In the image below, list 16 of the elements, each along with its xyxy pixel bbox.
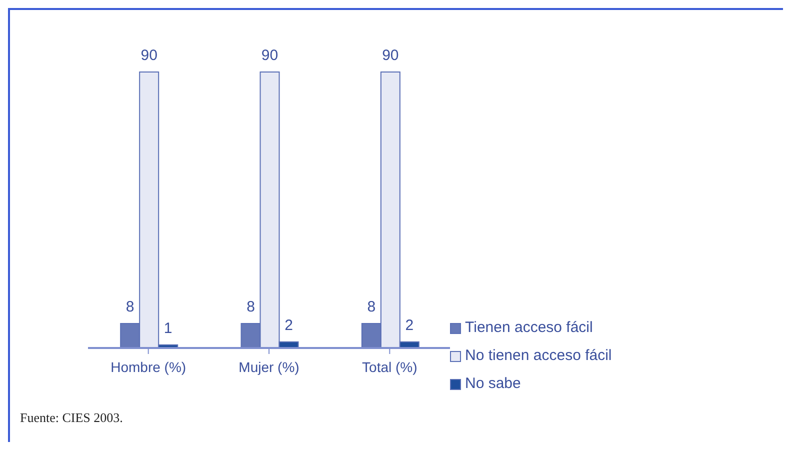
data-label: 8 (246, 298, 255, 316)
source-note: Fuente: CIES 2003. (20, 410, 123, 426)
data-label: 90 (140, 47, 158, 64)
x-tick-label: Hombre (%) (110, 358, 186, 375)
data-label: 90 (382, 47, 399, 64)
data-label: 1 (164, 320, 172, 337)
data-label: 8 (126, 298, 134, 316)
legend-label: Tienen acceso fácil (465, 318, 593, 338)
data-label: 2 (284, 316, 293, 334)
data-label: 2 (405, 316, 414, 334)
x-tick-label: Total (%) (362, 358, 418, 375)
x-tick-label: Mujer (%) (238, 358, 300, 375)
data-label: 90 (261, 47, 278, 64)
legend-label: No tienen acceso fácil (465, 346, 612, 366)
data-label: 8 (367, 298, 376, 316)
legend-label: No sabe (465, 374, 521, 394)
